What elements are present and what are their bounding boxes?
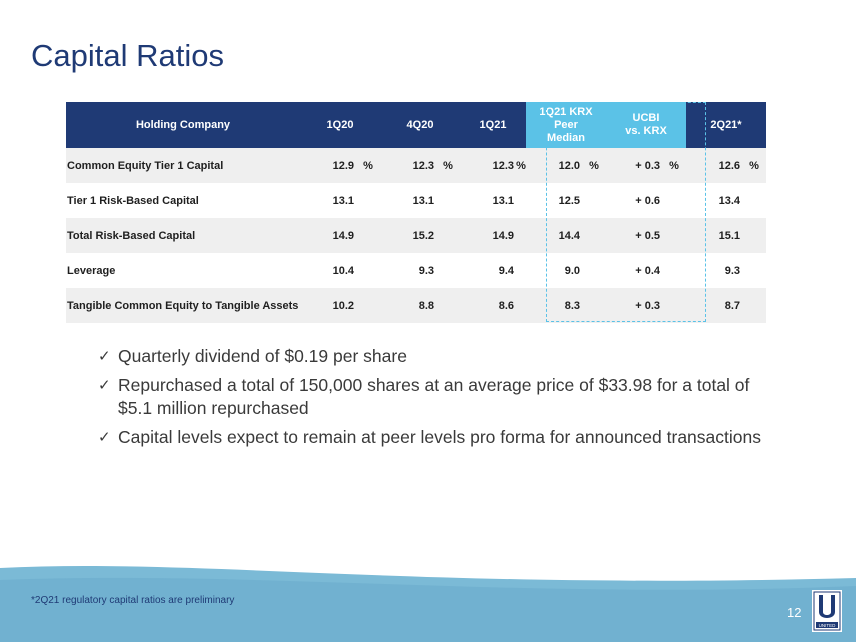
check-icon: ✓ (98, 428, 111, 446)
table-row: Leverage 10.4 9.3 9.4 9.0 + 0.4 9.3 (66, 253, 766, 288)
value-1q21: 9.4 (498, 264, 514, 277)
pct-krx-peer (582, 183, 606, 218)
value-4q20: 13.1 (412, 194, 434, 207)
row-label: Leverage (67, 264, 116, 277)
pct-4q20 (436, 218, 460, 253)
capital-ratios-table: Holding Company 1Q20 4Q20 1Q21 1Q21 KRX … (66, 102, 766, 323)
footer-wave (0, 566, 856, 642)
header-holding-company: Holding Company (66, 102, 300, 148)
value-ucbi-vs-krx: + 0.3 (606, 148, 662, 183)
pct-1q21 (516, 288, 526, 323)
value-2q21: 15.1 (686, 218, 742, 253)
header-krx-peer-line2: Median (547, 131, 585, 144)
row-label: Tangible Common Equity to Tangible Asset… (66, 288, 300, 323)
pct-ucbi-vs-krx: % (662, 148, 686, 183)
pct-4q20 (436, 253, 460, 288)
header-2q21: 2Q21* (686, 102, 766, 148)
bullet-item: ✓ Repurchased a total of 150,000 shares a… (98, 374, 778, 420)
value-krx-peer: 12.5 (558, 194, 580, 207)
value-1q21: 8.6 (460, 288, 516, 323)
footnote: *2Q21 regulatory capital ratios are prel… (31, 595, 235, 606)
value-1q20: 14.9 (300, 218, 356, 253)
header-4q20: 4Q20 (380, 102, 460, 148)
value-2q21: 9.3 (724, 264, 740, 277)
value-1q20: 13.1 (332, 194, 354, 207)
value-krx-peer: 8.3 (526, 288, 582, 323)
value-1q21: 14.9 (460, 218, 516, 253)
bullet-text: Repurchased a total of 150,000 shares at… (118, 375, 750, 418)
header-ucbi-vs-krx: UCBI vs. KRX (606, 102, 686, 148)
united-logo: UNITED (812, 590, 842, 632)
pct-1q20 (356, 288, 380, 323)
pct-krx-peer: % (582, 148, 606, 183)
value-4q20: 9.3 (418, 264, 434, 277)
value-2q21: 13.4 (718, 194, 740, 207)
table-row: Tier 1 Risk-Based Capital 13.1 13.1 13.1 12.… (66, 183, 766, 218)
bullet-text: Capital levels expect to remain at peer … (118, 427, 761, 447)
pct-1q21 (516, 183, 526, 218)
bullet-text: Quarterly dividend of $0.19 per share (118, 346, 407, 366)
pct-2q21 (742, 253, 766, 288)
pct-2q21 (742, 218, 766, 253)
pct-1q20 (356, 218, 380, 253)
table-row: Tangible Common Equity to Tangible Asset… (66, 288, 766, 323)
table-row: Common Equity Tier 1 Capital 12.9% 12.3% 12… (66, 148, 766, 183)
pct-4q20 (436, 288, 460, 323)
pct-1q20 (356, 183, 380, 218)
pct-krx-peer (582, 288, 606, 323)
header-ucbi-line2: vs. KRX (625, 125, 667, 137)
value-ucbi-vs-krx: + 0.4 (635, 264, 660, 277)
value-krx-peer: 9.0 (564, 264, 580, 277)
row-label: Total Risk-Based Capital (66, 218, 300, 253)
pct-4q20 (436, 183, 460, 218)
bullet-list: ✓ Quarterly dividend of $0.19 per share ✓… (98, 345, 778, 455)
bullet-item: ✓ Quarterly dividend of $0.19 per share (98, 345, 778, 368)
value-ucbi-vs-krx: + 0.3 (606, 288, 662, 323)
pct-krx-peer (582, 218, 606, 253)
pct-ucbi-vs-krx (662, 218, 686, 253)
value-4q20: 15.2 (380, 218, 436, 253)
table-header-row: Holding Company 1Q20 4Q20 1Q21 1Q21 KRX … (66, 102, 766, 148)
pct-ucbi-vs-krx (662, 288, 686, 323)
pct-1q20 (356, 253, 380, 288)
value-4q20: 8.8 (380, 288, 436, 323)
pct-2q21: % (742, 148, 766, 183)
pct-ucbi-vs-krx (662, 183, 686, 218)
row-label: Tier 1 Risk-Based Capital (67, 194, 199, 207)
value-krx-peer: 12.0 (526, 148, 582, 183)
header-ucbi-line1: UCBI (632, 112, 660, 124)
value-ucbi-vs-krx: + 0.5 (606, 218, 662, 253)
header-krx-peer-line1: 1Q21 KRX Peer (539, 105, 593, 131)
pct-1q20: % (356, 148, 380, 183)
pct-1q21 (516, 218, 526, 253)
page-number: 12 (787, 605, 802, 620)
value-1q20: 10.4 (332, 264, 354, 277)
slide-title: Capital Ratios (31, 38, 224, 73)
pct-4q20: % (436, 148, 460, 183)
row-label: Common Equity Tier 1 Capital (66, 148, 300, 183)
value-2q21: 12.6 (686, 148, 742, 183)
value-1q21: 12.3 (460, 148, 516, 183)
check-icon: ✓ (98, 376, 111, 394)
table-row: Total Risk-Based Capital 14.9 15.2 14.9 14.4… (66, 218, 766, 253)
value-1q20: 10.2 (300, 288, 356, 323)
pct-2q21 (742, 288, 766, 323)
pct-ucbi-vs-krx (662, 253, 686, 288)
pct-2q21 (742, 183, 766, 218)
header-1q20: 1Q20 (300, 102, 380, 148)
pct-1q21: % (516, 148, 526, 183)
value-2q21: 8.7 (686, 288, 742, 323)
pct-krx-peer (582, 253, 606, 288)
value-4q20: 12.3 (380, 148, 436, 183)
pct-1q21 (516, 253, 526, 288)
value-1q21: 13.1 (492, 194, 514, 207)
value-ucbi-vs-krx: + 0.6 (635, 194, 660, 207)
value-1q20: 12.9 (300, 148, 356, 183)
check-icon: ✓ (98, 347, 111, 365)
header-1q21: 1Q21 (460, 102, 526, 148)
header-krx-peer-median: 1Q21 KRX Peer Median (526, 102, 606, 148)
logo-wordmark: UNITED (819, 623, 837, 628)
bullet-item: ✓ Capital levels expect to remain at peer… (98, 426, 778, 449)
value-krx-peer: 14.4 (526, 218, 582, 253)
